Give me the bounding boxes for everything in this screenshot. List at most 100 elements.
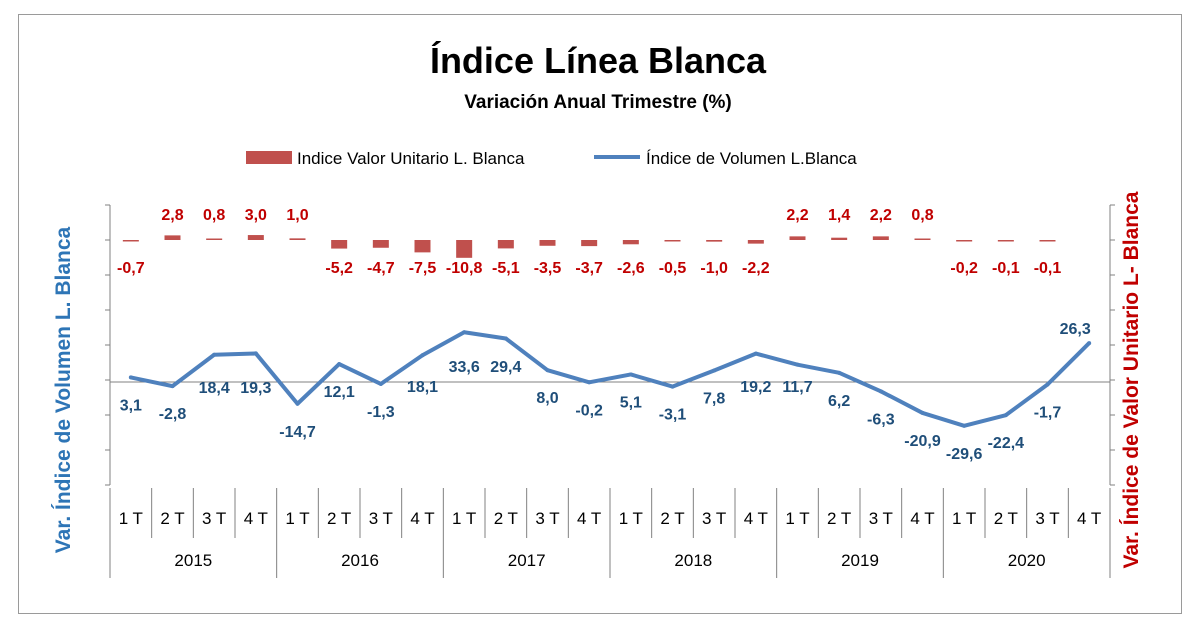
bar-data-label: 3,0	[245, 207, 267, 224]
bar	[372, 240, 389, 248]
bar-data-label: 0,8	[203, 207, 225, 224]
bar-data-label: -0,1	[992, 260, 1020, 277]
bar-data-label: -4,7	[367, 260, 395, 277]
chart-title: Índice Línea Blanca	[430, 40, 767, 81]
x-tick-label: 4 T	[410, 509, 434, 528]
bar	[622, 240, 639, 245]
line-point	[253, 351, 258, 356]
line-point	[1045, 382, 1050, 387]
bar	[206, 238, 223, 240]
bar-data-label: 0,8	[911, 207, 933, 224]
x-tick-label: 3 T	[1035, 509, 1059, 528]
line-point	[420, 353, 425, 358]
x-tick-label: 1 T	[285, 509, 309, 528]
bar	[539, 240, 556, 246]
bar-data-label: -2,2	[742, 260, 770, 277]
x-tick-label: 1 T	[119, 509, 143, 528]
line-point	[837, 370, 842, 375]
bar	[1039, 240, 1056, 242]
chart-frame	[18, 14, 1182, 614]
x-tick-label: 2 T	[160, 509, 184, 528]
x-year-label: 2015	[174, 551, 212, 570]
bar-series	[122, 235, 1056, 258]
line-series	[128, 330, 1092, 428]
x-tick-label: 1 T	[452, 509, 476, 528]
x-tick-label: 1 T	[619, 509, 643, 528]
y-axis-left-title: Var. Índice de Volumen L. Blanca	[52, 226, 75, 553]
x-tick-label: 4 T	[1077, 509, 1101, 528]
line-point	[628, 372, 633, 377]
line-data-label: 19,2	[740, 379, 771, 396]
bar-data-label: 1,4	[828, 207, 850, 224]
line-point	[170, 384, 175, 389]
line-data-label: 8,0	[536, 390, 558, 407]
data-labels: -0,7 2,8 0,8 3,0 1,0 -5,2 -4,7 -7,5 -10,8 -5,1 -3,…	[117, 207, 1091, 463]
line-data-label: 18,4	[199, 380, 230, 397]
bar	[664, 240, 681, 242]
x-tick-label: 3 T	[535, 509, 559, 528]
bar	[164, 235, 181, 240]
x-tick-label: 3 T	[369, 509, 393, 528]
legend-line-label: Índice de Volumen L.Blanca	[646, 149, 857, 168]
x-tick-label: 2 T	[827, 509, 851, 528]
bar-data-label: 2,2	[870, 207, 892, 224]
x-tick-label: 4 T	[244, 509, 268, 528]
line-point	[295, 401, 300, 406]
bar	[456, 240, 473, 258]
line-data-label: 11,7	[782, 379, 812, 396]
line-data-label: -2,8	[159, 406, 187, 423]
bar	[997, 240, 1014, 242]
bar-data-label: -5,2	[325, 260, 353, 277]
line-data-label: -14,7	[279, 424, 316, 441]
line-data-label: 19,3	[240, 380, 271, 397]
line-data-label: 3,1	[120, 397, 142, 414]
x-year-label: 2020	[1008, 551, 1046, 570]
line-data-label: 5,1	[620, 394, 642, 411]
line-point	[212, 352, 217, 357]
x-tick-label: 3 T	[202, 509, 226, 528]
bar-data-label: -0,1	[1034, 260, 1062, 277]
x-tick-label: 4 T	[577, 509, 601, 528]
line-point	[128, 375, 133, 380]
bar	[706, 240, 723, 242]
x-tick-label: 1 T	[785, 509, 809, 528]
line-data-label: 18,1	[407, 379, 438, 396]
axes	[105, 204, 1115, 486]
line-data-label: -1,7	[1034, 405, 1062, 422]
line-point	[587, 380, 592, 385]
bar-data-label: -3,7	[575, 260, 603, 277]
line-data-label: 29,4	[490, 359, 521, 376]
line-point	[753, 351, 758, 356]
x-tick-label: 3 T	[702, 509, 726, 528]
legend-bar-swatch	[246, 151, 292, 164]
x-tick-label: 4 T	[910, 509, 934, 528]
x-axis: 1 T 2 T 3 T 4 T 1 T 2 T 3 T 4 T 1 T 2 T 3 T 4 T 1 T 2…	[109, 488, 1111, 578]
line-data-label: 12,1	[324, 384, 355, 401]
line-point	[378, 381, 383, 386]
bar	[914, 238, 931, 240]
bar	[331, 240, 348, 249]
bar-data-label: -0,7	[117, 260, 145, 277]
volume-line	[130, 330, 1091, 428]
x-tick-label: 1 T	[952, 509, 976, 528]
x-year-label: 2016	[341, 551, 379, 570]
bar-data-label: 1,0	[286, 207, 308, 224]
line-data-label: -1,3	[367, 404, 395, 421]
bar	[497, 240, 514, 249]
line-point	[795, 362, 800, 367]
bar-data-label: -2,6	[617, 260, 645, 277]
line-point	[920, 410, 925, 415]
line-point	[878, 389, 883, 394]
bar-data-label: -10,8	[446, 260, 483, 277]
bar-data-label: -0,5	[659, 260, 687, 277]
bar	[289, 238, 306, 240]
bar	[831, 237, 848, 240]
line-data-label: -20,9	[904, 433, 941, 450]
legend: Indice Valor Unitario L. Blanca Índice d…	[246, 149, 857, 168]
bar	[872, 236, 889, 240]
chart-subtitle: Variación Anual Trimestre (%)	[464, 92, 732, 113]
bar	[122, 240, 139, 242]
line-point	[712, 368, 717, 373]
bar-data-label: -0,2	[950, 260, 978, 277]
x-year-label: 2019	[841, 551, 879, 570]
